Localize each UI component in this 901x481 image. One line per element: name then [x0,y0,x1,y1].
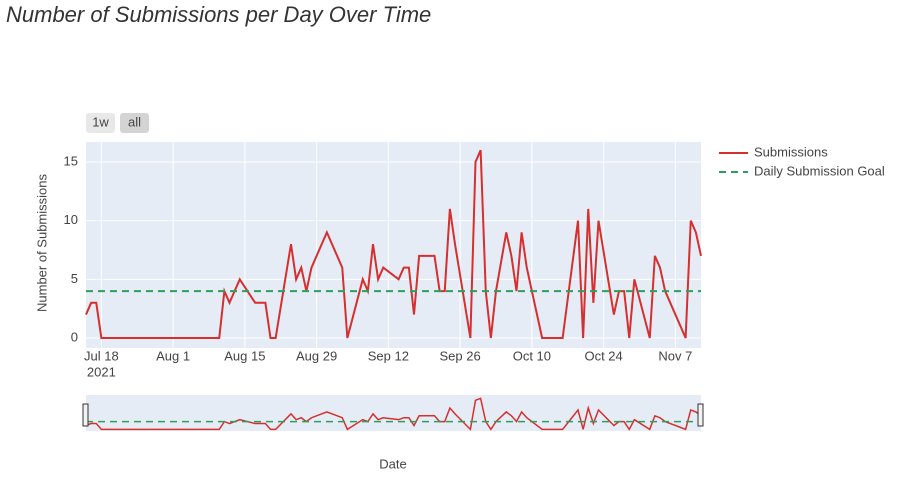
range-button[interactable]: 1w [86,113,115,133]
range-button-bg [120,113,149,133]
y-tick-label: 10 [64,212,78,227]
x-tick-label: Nov 7 [658,348,692,363]
y-tick-label: 15 [64,153,78,168]
chart-title: Number of Submissions per Day Over Time [6,2,431,27]
legend-label: Submissions [754,144,828,159]
x-year-label: 2021 [87,364,116,379]
plot-area [86,142,701,348]
x-tick-label: Sep 12 [368,348,409,363]
range-button-label: 1w [92,114,109,129]
x-tick-label: Sep 26 [440,348,481,363]
range-button[interactable]: all [120,113,149,133]
y-axis-label: Number of Submissions [34,174,49,312]
x-tick-label: Jul 18 [84,348,119,363]
x-tick-label: Aug 29 [296,348,337,363]
x-tick-label: Oct 10 [513,348,551,363]
y-tick-label: 0 [71,329,78,344]
y-tick-label: 5 [71,271,78,286]
legend-label: Daily Submission Goal [754,163,885,178]
range-slider[interactable] [86,395,701,431]
x-tick-label: Aug 1 [156,348,190,363]
slider-handle[interactable] [697,403,704,427]
range-button-bg [86,113,115,133]
range-button-label: all [128,114,141,129]
x-tick-label: Oct 24 [584,348,622,363]
x-axis-label: Date [379,456,406,471]
x-tick-label: Aug 15 [224,348,265,363]
slider-handle[interactable] [82,403,89,427]
